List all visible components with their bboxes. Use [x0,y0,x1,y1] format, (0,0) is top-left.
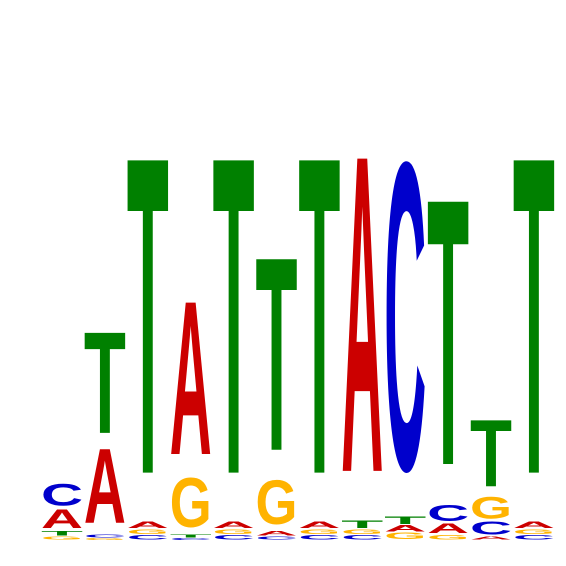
logo-letter-t-pos6: T [256,199,298,509]
logo-letter-a-pos3: A [127,520,169,530]
logo-letter-g-pos7: G [298,528,340,536]
logo-letter-a-pos6: A [256,530,298,538]
logo-letter-t-pos2: T [84,302,126,464]
logo-letter-c-pos6: C [256,535,298,540]
logo-letter-c-pos7: C [298,533,340,541]
logo-letter-a-pos4: A [170,256,212,502]
logo-letter-t-pos9: T [384,514,426,527]
logo-letter-c-pos1: C [41,477,83,512]
logo-letter-g-pos8: G [341,528,383,536]
logo-letter-g-pos12: G [513,528,555,536]
logo-letter-a-pos9: A [384,523,426,533]
logo-letter-g-pos1: G [41,535,83,540]
logo-letter-t-pos4: T [170,534,212,539]
logo-letter-g-pos6: G [256,468,298,538]
logo-letter-c-pos4: C [170,538,212,541]
logo-letter-g-pos9: G [384,531,426,541]
logo-letter-a-pos8: A [341,60,383,566]
logo-letter-c-pos5: C [213,533,255,541]
logo-letter-c-pos8: C [341,533,383,541]
logo-letter-a-pos7: A [298,520,340,530]
logo-letter-t-pos12: T [513,62,555,566]
logo-letter-c-pos11: C [470,518,512,538]
logo-letter-a-pos5: A [213,520,255,530]
logo-letter-c-pos10: C [427,501,469,526]
logo-letter-g-pos3: G [127,528,169,536]
logo-letter-a-pos11: A [470,535,512,540]
logo-letter-t-pos10: T [427,120,469,546]
logo-letter-g-pos4: G [170,464,212,543]
logo-letter-t-pos5: T [213,62,255,566]
logo-letter-t-pos3: T [127,62,169,566]
logo-letter-t-pos1: T [41,530,83,538]
logo-letter-g-pos5: G [213,528,255,536]
logo-letter-c-pos9: C [384,70,426,562]
logo-letter-c-pos3: C [127,533,169,541]
logo-letter-a-pos10: A [427,521,469,536]
logo-letter-a-pos12: A [513,520,555,530]
logo-letter-c-pos12: C [513,533,555,541]
logo-letter-t-pos7: T [298,62,340,566]
logo-letter-t-pos11: T [470,400,512,507]
logo-letter-g-pos10: G [427,533,469,541]
logo-letter-c-pos2: C [84,534,126,539]
logo-letter-g-pos11: G [470,490,512,525]
logo-letter-t-pos8: T [341,518,383,531]
logo-letter-a-pos1: A [41,503,83,534]
logo-letter-a-pos2: A [84,427,126,546]
logo-letter-g-pos2: G [84,538,126,541]
